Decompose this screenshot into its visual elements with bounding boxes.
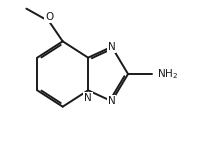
Text: N: N <box>108 96 116 106</box>
Text: O: O <box>45 12 53 22</box>
Text: N: N <box>84 93 92 103</box>
Text: NH$_2$: NH$_2$ <box>157 67 178 81</box>
Text: N: N <box>108 42 116 52</box>
